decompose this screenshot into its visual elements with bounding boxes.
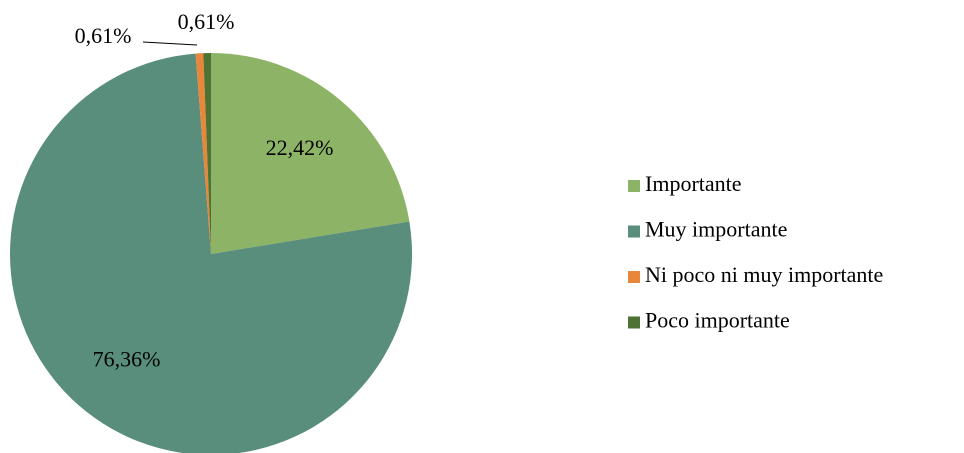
leader-line <box>142 41 198 46</box>
legend-label: Importante <box>645 171 742 196</box>
data-label: 76,36% <box>93 347 161 372</box>
legend-label: Muy importante <box>645 217 787 242</box>
legend-swatch <box>628 180 640 192</box>
data-label: 22,42% <box>266 135 334 160</box>
legend-swatch <box>628 225 640 238</box>
pie-slice <box>195 53 211 255</box>
legend-label: Ni poco ni muy importante <box>645 262 883 287</box>
legend-swatch <box>628 316 640 329</box>
pie-slice <box>211 53 410 254</box>
pie-slice <box>203 53 211 254</box>
data-label: 0,61% <box>178 9 235 34</box>
legend-label: Poco importante <box>645 308 790 333</box>
legend-swatch <box>628 271 640 283</box>
pie-slice <box>10 53 412 453</box>
data-label: 0,61% <box>75 23 132 48</box>
